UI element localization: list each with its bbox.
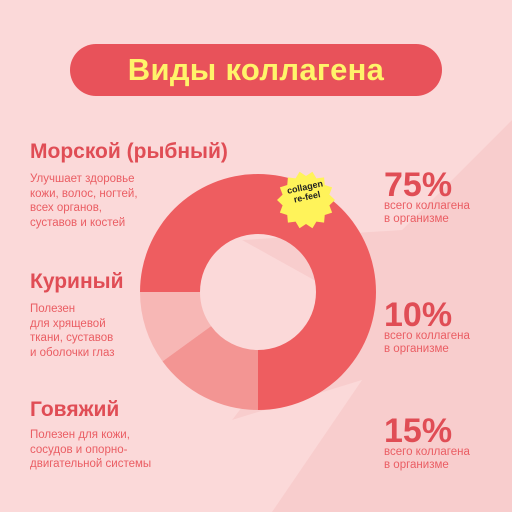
collagen-donut-chart bbox=[140, 174, 376, 410]
type-description-chicken: Полезен для хрящевой ткани, суставов и о… bbox=[30, 303, 115, 359]
chart-slice-beef bbox=[162, 326, 258, 410]
chart-slice-marine bbox=[140, 174, 376, 410]
collagen-badge-icon bbox=[277, 171, 335, 229]
chart-slice-chicken bbox=[140, 292, 212, 362]
stat-value-beef: 15% bbox=[384, 412, 453, 450]
stat-value-chicken: 10% bbox=[384, 296, 453, 334]
stat-caption-chicken: всего коллагена в организме bbox=[384, 330, 470, 355]
page-title: Виды коллагена bbox=[127, 52, 385, 87]
title-banner: Виды коллагена bbox=[70, 44, 442, 96]
type-description-beef: Полезен для кожи, сосудов и опорно- двиг… bbox=[30, 429, 152, 470]
stat-caption-marine: всего коллагена в организме bbox=[384, 200, 470, 225]
stat-caption-beef: всего коллагена в организме bbox=[384, 446, 470, 471]
type-name-marine: Морской (рыбный) bbox=[30, 140, 228, 163]
type-name-chicken: Куриный bbox=[30, 270, 124, 293]
type-description-marine: Улучшает здоровье кожи, волос, ногтей, в… bbox=[30, 173, 138, 229]
stat-value-marine: 75% bbox=[384, 166, 453, 204]
type-name-beef: Говяжий bbox=[30, 398, 120, 421]
